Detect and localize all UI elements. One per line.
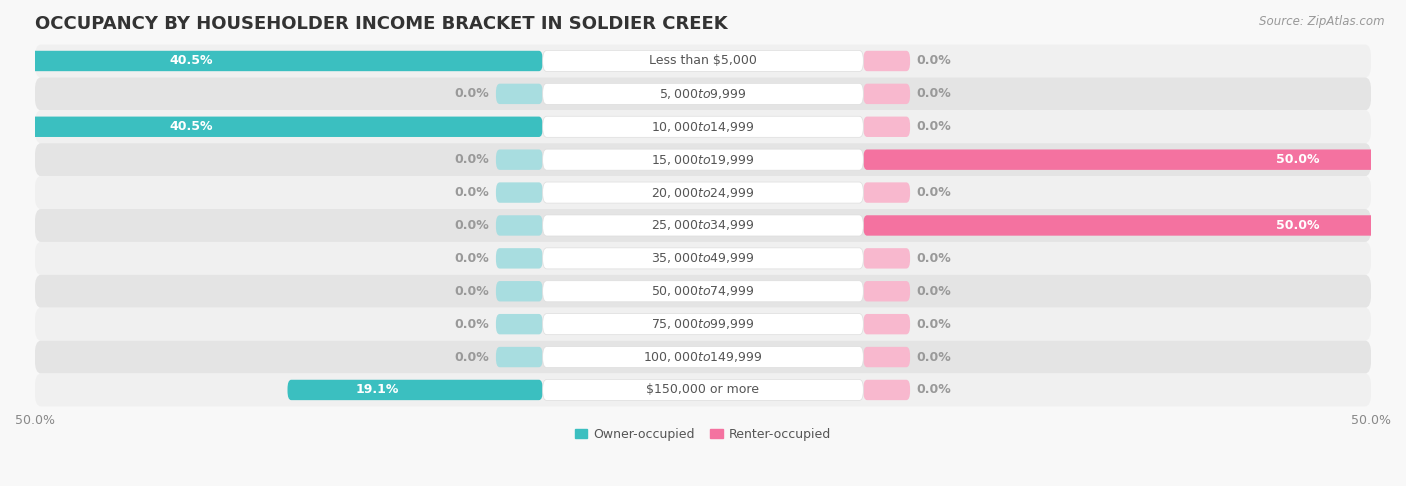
Text: 40.5%: 40.5% (169, 54, 212, 68)
Text: Source: ZipAtlas.com: Source: ZipAtlas.com (1260, 15, 1385, 28)
FancyBboxPatch shape (543, 380, 863, 400)
Text: 0.0%: 0.0% (454, 87, 489, 101)
FancyBboxPatch shape (863, 84, 910, 104)
FancyBboxPatch shape (496, 248, 543, 269)
FancyBboxPatch shape (543, 313, 863, 335)
FancyBboxPatch shape (496, 347, 543, 367)
FancyBboxPatch shape (543, 215, 863, 236)
FancyBboxPatch shape (863, 182, 910, 203)
Text: Less than $5,000: Less than $5,000 (650, 54, 756, 68)
FancyBboxPatch shape (863, 281, 910, 301)
FancyBboxPatch shape (863, 380, 910, 400)
Text: 0.0%: 0.0% (917, 87, 952, 101)
FancyBboxPatch shape (496, 182, 543, 203)
FancyBboxPatch shape (35, 374, 1371, 406)
Text: $100,000 to $149,999: $100,000 to $149,999 (644, 350, 762, 364)
FancyBboxPatch shape (543, 248, 863, 269)
Text: $35,000 to $49,999: $35,000 to $49,999 (651, 251, 755, 265)
Text: 0.0%: 0.0% (454, 350, 489, 364)
FancyBboxPatch shape (496, 215, 543, 236)
FancyBboxPatch shape (496, 150, 543, 170)
FancyBboxPatch shape (35, 77, 1371, 110)
Text: 0.0%: 0.0% (917, 318, 952, 330)
FancyBboxPatch shape (543, 51, 863, 71)
FancyBboxPatch shape (863, 215, 1406, 236)
FancyBboxPatch shape (863, 51, 910, 71)
Text: 40.5%: 40.5% (169, 120, 212, 133)
FancyBboxPatch shape (863, 314, 910, 334)
Text: $150,000 or more: $150,000 or more (647, 383, 759, 397)
Text: 0.0%: 0.0% (917, 54, 952, 68)
FancyBboxPatch shape (35, 308, 1371, 341)
FancyBboxPatch shape (543, 182, 863, 203)
Text: 0.0%: 0.0% (454, 252, 489, 265)
FancyBboxPatch shape (863, 117, 910, 137)
FancyBboxPatch shape (496, 84, 543, 104)
FancyBboxPatch shape (35, 143, 1371, 176)
Text: 0.0%: 0.0% (917, 350, 952, 364)
FancyBboxPatch shape (863, 248, 910, 269)
Text: 0.0%: 0.0% (917, 186, 952, 199)
Text: 0.0%: 0.0% (454, 219, 489, 232)
FancyBboxPatch shape (543, 347, 863, 367)
FancyBboxPatch shape (496, 314, 543, 334)
Text: 0.0%: 0.0% (454, 285, 489, 298)
Legend: Owner-occupied, Renter-occupied: Owner-occupied, Renter-occupied (569, 423, 837, 446)
Text: 0.0%: 0.0% (917, 285, 952, 298)
Text: 50.0%: 50.0% (1275, 219, 1319, 232)
Text: 0.0%: 0.0% (454, 186, 489, 199)
FancyBboxPatch shape (35, 209, 1371, 242)
Text: 0.0%: 0.0% (917, 383, 952, 397)
FancyBboxPatch shape (1, 51, 543, 71)
Text: 0.0%: 0.0% (917, 120, 952, 133)
FancyBboxPatch shape (287, 380, 543, 400)
FancyBboxPatch shape (863, 150, 1406, 170)
FancyBboxPatch shape (35, 275, 1371, 308)
Text: OCCUPANCY BY HOUSEHOLDER INCOME BRACKET IN SOLDIER CREEK: OCCUPANCY BY HOUSEHOLDER INCOME BRACKET … (35, 15, 728, 33)
FancyBboxPatch shape (543, 281, 863, 302)
Text: $75,000 to $99,999: $75,000 to $99,999 (651, 317, 755, 331)
FancyBboxPatch shape (35, 341, 1371, 374)
FancyBboxPatch shape (543, 116, 863, 138)
Text: 19.1%: 19.1% (356, 383, 398, 397)
Text: 50.0%: 50.0% (1275, 153, 1319, 166)
Text: $20,000 to $24,999: $20,000 to $24,999 (651, 186, 755, 200)
Text: 0.0%: 0.0% (917, 252, 952, 265)
FancyBboxPatch shape (35, 242, 1371, 275)
FancyBboxPatch shape (35, 45, 1371, 77)
FancyBboxPatch shape (543, 84, 863, 104)
FancyBboxPatch shape (35, 176, 1371, 209)
FancyBboxPatch shape (1, 117, 543, 137)
FancyBboxPatch shape (35, 110, 1371, 143)
Text: 0.0%: 0.0% (454, 318, 489, 330)
FancyBboxPatch shape (863, 347, 910, 367)
Text: $15,000 to $19,999: $15,000 to $19,999 (651, 153, 755, 167)
Text: 0.0%: 0.0% (454, 153, 489, 166)
FancyBboxPatch shape (496, 281, 543, 301)
Text: $10,000 to $14,999: $10,000 to $14,999 (651, 120, 755, 134)
Text: $5,000 to $9,999: $5,000 to $9,999 (659, 87, 747, 101)
Text: $50,000 to $74,999: $50,000 to $74,999 (651, 284, 755, 298)
FancyBboxPatch shape (543, 149, 863, 170)
Text: $25,000 to $34,999: $25,000 to $34,999 (651, 219, 755, 232)
